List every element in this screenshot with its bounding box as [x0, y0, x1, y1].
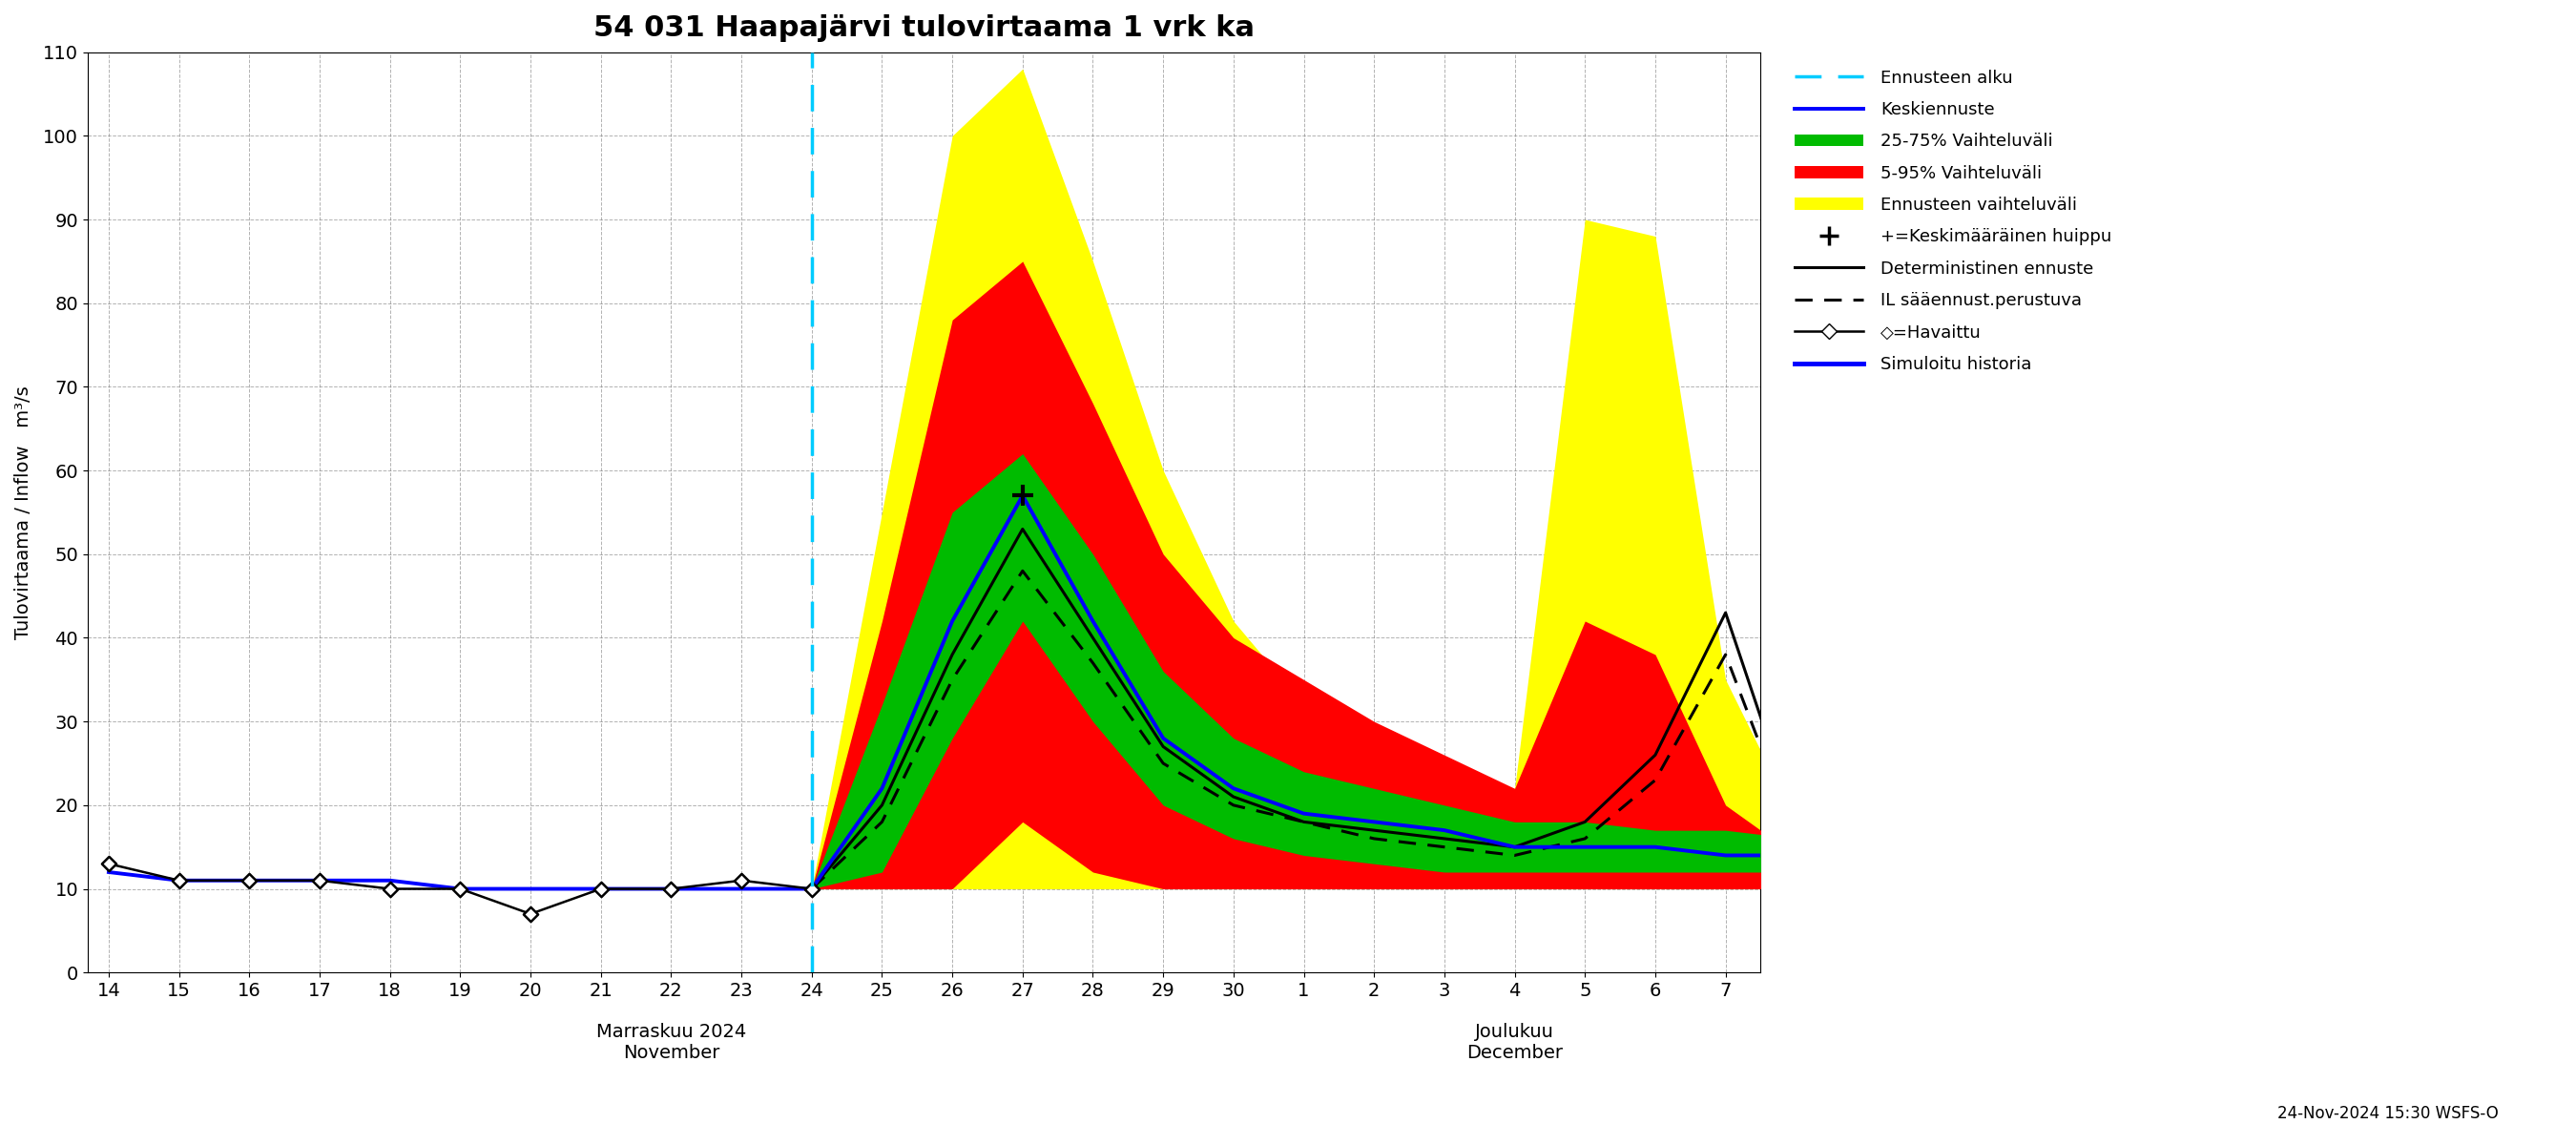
Point — [88, 854, 129, 872]
Point — [229, 871, 270, 890]
Point — [368, 879, 410, 898]
Point — [510, 905, 551, 923]
Point — [440, 879, 482, 898]
Text: Marraskuu 2024
November: Marraskuu 2024 November — [595, 1022, 747, 1063]
Y-axis label: Tulovirtaama / Inflow   m³/s: Tulovirtaama / Inflow m³/s — [15, 386, 33, 639]
Title: 54 031 Haapajärvi tulovirtaama 1 vrk ka: 54 031 Haapajärvi tulovirtaama 1 vrk ka — [592, 14, 1255, 42]
Point — [721, 871, 762, 890]
Point — [791, 879, 832, 898]
Point — [580, 879, 621, 898]
Point — [652, 879, 693, 898]
Point — [157, 871, 198, 890]
Point — [299, 871, 340, 890]
Legend: Ennusteen alku, Keskiennuste, 25-75% Vaihteluväli, 5-95% Vaihteluväli, Ennusteen: Ennusteen alku, Keskiennuste, 25-75% Vai… — [1785, 61, 2120, 381]
Text: 24-Nov-2024 15:30 WSFS-O: 24-Nov-2024 15:30 WSFS-O — [2277, 1105, 2499, 1122]
Text: Joulukuu
December: Joulukuu December — [1466, 1022, 1564, 1063]
